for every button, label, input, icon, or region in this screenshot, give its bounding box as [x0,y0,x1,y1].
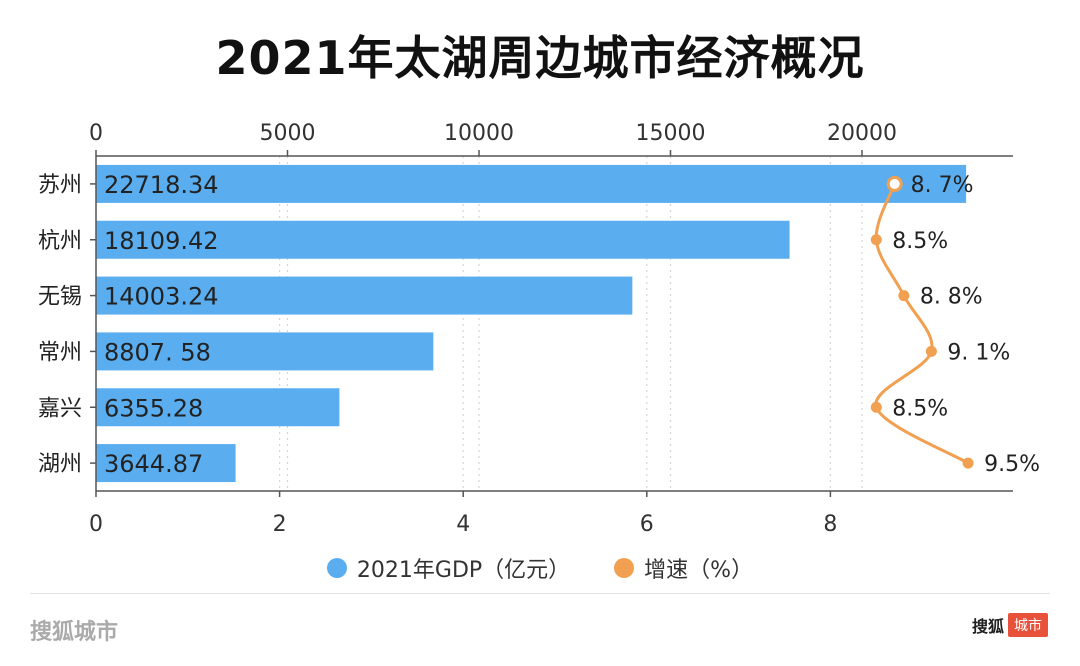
bar-value-label-3: 8807. 58 [104,338,211,366]
legend-item-gdp[interactable]: 2021年GDP（亿元） [326,552,571,584]
grid-lines [279,156,863,491]
bottom-tick-label-4: 8 [823,512,837,537]
bar-1 [96,220,790,259]
growth-point-5 [962,457,974,469]
footer-brand-left: 搜狐城市 [30,620,119,645]
bottom-tick-label-3: 6 [640,512,654,537]
growth-value-label-2: 8. 8% [920,285,983,310]
category-label-1: 杭州 [38,229,82,254]
footer-divider [30,593,1050,594]
bar-4 [96,388,340,427]
bar-value-label-4: 6355.28 [104,394,203,422]
footer-brand-right: 搜狐 城市 [972,613,1048,637]
labels: 苏州 22718.34 杭州 18109.42 无锡 14003.24 常州 8807. 58… [38,171,1040,478]
legend: 2021年GDP（亿元） 增速（%） [0,552,1080,584]
bar-value-label-1: 18109.42 [104,227,219,255]
bars [96,164,967,483]
growth-point-4 [870,401,882,413]
bar-2 [96,276,633,315]
chart-title: 2021年太湖周边城市经济概况 [215,31,865,85]
top-tick-label-1: 5000 [260,121,316,146]
top-tick-label-2: 10000 [444,121,514,146]
bar-value-label-2: 14003.24 [104,283,219,311]
bar-value-label-0: 22718.34 [104,171,219,199]
legend-label-growth: 增速（%） [644,558,754,583]
top-tick-label-0: 0 [89,121,103,146]
category-label-5: 湖州 [38,452,82,477]
category-label-2: 无锡 [38,285,82,310]
growth-point-0 [886,175,903,192]
bar-5 [96,444,236,483]
legend-marker-growth [614,558,635,578]
growth-value-label-5: 9.5% [984,452,1040,477]
category-label-4: 嘉兴 [38,396,82,421]
bottom-tick-label-1: 2 [273,512,287,537]
growth-value-label-4: 8.5% [892,396,948,421]
growth-point-3 [925,345,937,357]
growth-line [870,175,974,469]
growth-point-2 [898,290,910,302]
top-tick-label-3: 15000 [636,121,706,146]
bar-0 [96,164,967,203]
bar-3 [96,332,434,371]
bottom-tick-label-2: 4 [456,512,470,537]
footer-brand-text: 搜狐 [971,617,1004,636]
legend-item-growth[interactable]: 增速（%） [614,552,753,584]
bar-value-label-5: 3644.87 [104,450,203,478]
category-label-3: 常州 [38,340,82,365]
growth-value-label-0: 8. 7% [911,173,974,198]
footer-brand-badge: 城市 [1008,613,1048,637]
growth-value-label-3: 9. 1% [947,340,1010,365]
bottom-tick-label-0: 0 [89,512,103,537]
growth-point-1 [870,234,882,246]
top-tick-label-4: 20000 [827,121,897,146]
growth-value-label-1: 8.5% [892,229,948,254]
axes: 0 5000 10000 15000 20000 0 2 4 6 8 [89,121,1013,537]
legend-label-gdp: 2021年GDP（亿元） [356,558,571,583]
category-label-0: 苏州 [38,173,82,198]
legend-marker-gdp [326,558,347,578]
